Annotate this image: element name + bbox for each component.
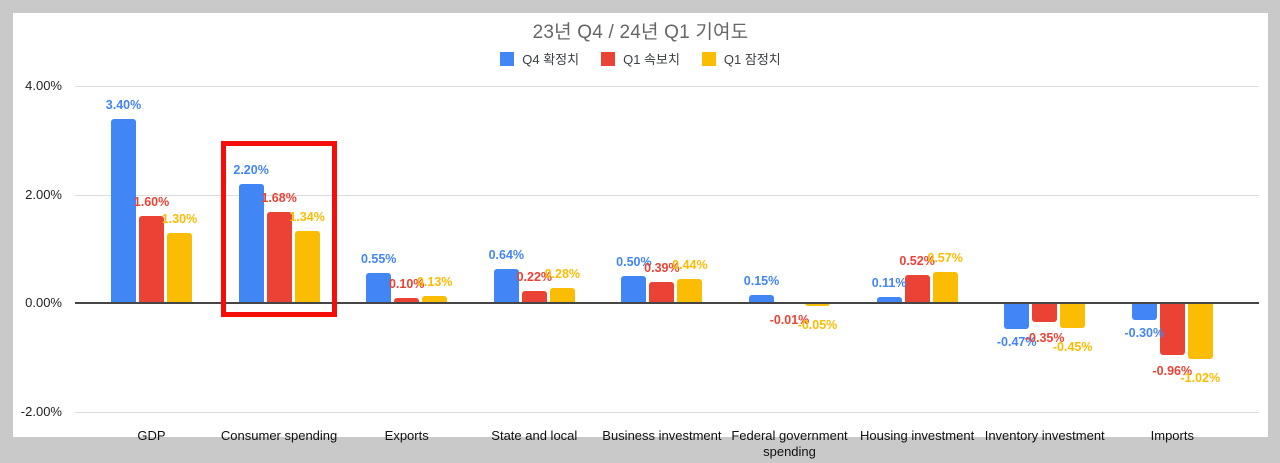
y-axis-tick-label: 0.00% [25,295,62,311]
gridline [75,194,1259,196]
value-label: 0.44% [672,258,708,273]
legend-swatch-icon [701,51,716,66]
value-label: 0.52% [899,254,935,269]
value-label: 0.57% [927,251,963,266]
x-axis-label: Inventory investment [984,428,1105,443]
bar-q4-final [238,183,264,304]
gridline [75,86,1259,87]
legend-swatch-icon [601,51,616,66]
bar-q1-preliminary [1060,303,1086,328]
value-label: 0.22% [516,270,553,285]
value-label: -0.47% [996,334,1037,349]
value-label: 0.28% [544,267,581,282]
value-label: -0.01% [769,313,810,328]
bar-q1-preliminary [294,230,320,304]
bar-q1-advance [904,275,930,304]
legend: Q4 확정치 Q1 속보치 Q1 잠정치 [13,49,1268,68]
bar-q1-preliminary [677,279,703,304]
x-axis-label: Consumer spending [220,428,338,443]
legend-label: Q4 확정치 [522,52,580,67]
value-label: 0.10% [388,276,425,291]
value-label: 0.13% [416,275,453,290]
value-label: 2.20% [233,162,269,177]
y-axis-tick-label: 4.00% [25,78,62,93]
bar-q1-advance [649,282,675,304]
value-label: 1.60% [133,195,170,210]
bar-q1-preliminary [549,288,575,304]
value-label: -0.05% [797,318,838,333]
value-label: 1.30% [161,211,198,226]
value-label: 1.34% [289,209,325,224]
x-axis-label: GDP [137,428,166,443]
legend-label: Q1 속보치 [623,52,680,67]
x-axis-label: Housing investment [860,428,975,443]
value-label: 3.40% [105,97,142,112]
legend-swatch-icon [500,51,515,66]
value-label: -0.30% [1124,325,1165,340]
bar-q4-final [876,297,902,304]
value-label: 0.39% [644,261,680,276]
y-axis-tick-label: -2.00% [20,404,62,419]
bar-q4-final [111,118,136,304]
bar-q4-final [493,268,519,304]
x-axis-label: Exports [384,428,429,443]
value-label: -0.35% [1024,331,1065,346]
legend-label: Q1 잠정치 [723,52,781,67]
plot-area: 3.40% 2.20% 0.55% 0.64% 0.50% 0.15% 0.11% -0.47… [75,86,1259,459]
bar-q4-final [366,273,392,304]
bar-q4-final [1004,303,1030,329]
value-label: -0.45% [1052,339,1093,354]
bar-q4-final [621,276,647,304]
x-axis-label: Imports [1150,428,1194,443]
y-axis-tick-label: 2.00% [25,186,62,202]
value-label: -0.96% [1152,364,1193,379]
x-axis-label: State and local [491,428,578,443]
zero-axis-line [75,302,1259,305]
gridline [75,412,1259,413]
bar-q1-advance [521,291,547,304]
x-axis-label: Business investment [602,428,722,443]
bar-q4-final [749,295,774,304]
bar-q1-advance [1032,303,1058,323]
bar-q1-preliminary [167,232,192,304]
bar-q1-preliminary [422,296,448,304]
legend-item: Q4 확정치 [500,49,579,68]
legend-item: Q1 잠정치 [701,49,781,68]
value-label: -1.02% [1180,370,1221,385]
highlight-box-annotation [221,141,338,317]
value-label: 0.50% [616,255,652,270]
bar-q1-preliminary [1187,303,1213,359]
bar-q4-final [1131,303,1157,320]
bar-q1-advance [139,216,164,304]
bar-q1-preliminary [932,272,958,304]
value-label: 0.15% [743,274,780,289]
bar-q1-preliminary [805,303,830,307]
bar-q1-advance [1159,303,1185,356]
x-axis-label: Federal government spending [731,428,848,459]
legend-item: Q1 속보치 [601,49,680,68]
chart-panel: 23년 Q4 / 24년 Q1 기여도 Q4 확정치 Q1 속보치 Q1 잠정치 3… [13,13,1268,459]
bar-q1-advance [394,297,420,304]
value-label: 0.11% [871,276,907,291]
value-label: 0.55% [360,252,397,267]
value-label: 1.68% [261,191,297,206]
bar-q1-advance [266,212,292,304]
chart-title: 23년 Q4 / 24년 Q1 기여도 [532,22,749,43]
value-label: 0.64% [488,247,525,262]
